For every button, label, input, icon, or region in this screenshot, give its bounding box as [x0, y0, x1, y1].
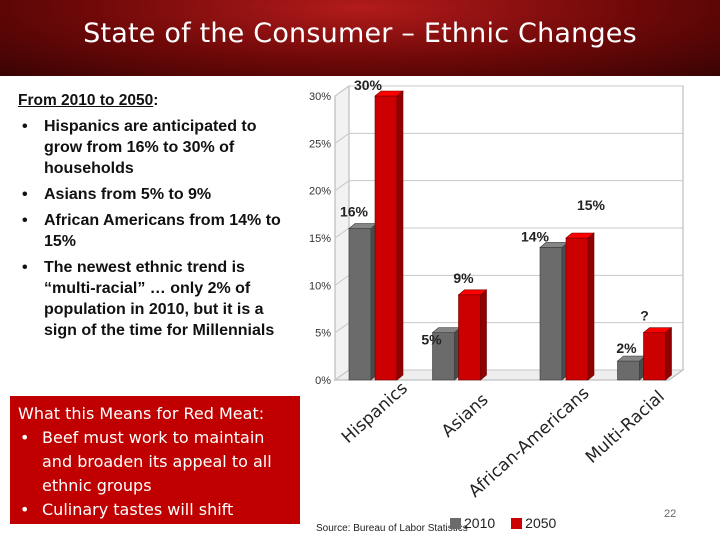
bar-hispanics-2050-side [396, 90, 404, 381]
bullet-african-americans: African Americans from 14% to 15% [14, 210, 298, 252]
legend-swatch-2010 [450, 517, 461, 529]
intro-line: From 2010 to 2050: [18, 92, 158, 110]
legend-item-2010: 2010 [450, 515, 495, 531]
gridline [334, 227, 683, 239]
bullet-multi-racial: The newest ethnic trend is “multi-racial… [14, 257, 298, 341]
y-tick-label: 10% [309, 280, 331, 292]
legend-label-2010: 2010 [464, 515, 496, 531]
callout-bullet-culinary: Culinary tastes will shift [18, 498, 292, 522]
data-label: 2% [616, 340, 637, 356]
bar-asians-2050-side [480, 289, 487, 381]
y-tick-label: 0% [315, 375, 331, 387]
red-meat-callout: What this Means for Red Meat: Beef must … [10, 396, 300, 524]
slide-title: State of the Consumer – Ethnic Changes [83, 18, 637, 49]
page-number: 22 [664, 508, 677, 520]
bullet-asians: Asians from 5% to 9% [14, 184, 298, 205]
bar-africanamericans-2050-side [587, 232, 595, 381]
legend-swatch-2050 [511, 517, 523, 529]
intro-colon: : [153, 92, 159, 109]
data-label: 30% [354, 77, 383, 93]
bar-hispanics-2010-front [348, 228, 372, 381]
bar-multiracial-2050-front [643, 332, 666, 381]
legend-label-2050: 2050 [525, 515, 557, 531]
category-label: Hispanics [338, 378, 412, 447]
gridline [334, 85, 683, 97]
callout-bullet-beef: Beef must work to maintain and broaden i… [18, 426, 292, 498]
y-tick-label: 15% [309, 233, 331, 245]
data-label: 14% [521, 228, 550, 244]
bar-africanamericans-2050-front [565, 237, 589, 381]
bar-multiracial-2010-front [617, 360, 640, 381]
bar-asians-2050-front [458, 294, 481, 381]
gridline [334, 132, 683, 144]
bar-multiracial-2050-side [665, 327, 672, 381]
data-label: 5% [421, 332, 442, 348]
callout-list: Beef must work to maintain and broaden i… [18, 426, 292, 522]
title-bar: State of the Consumer – Ethnic Changes [0, 0, 720, 76]
y-tick-label: 5% [315, 328, 331, 340]
intro-label: From 2010 to 2050 [18, 92, 154, 109]
gridline [334, 180, 683, 192]
y-tick-label: 20% [309, 186, 331, 198]
y-tick-label: 30% [309, 91, 331, 103]
bullet-hispanics: Hispanics are anticipated to grow from 1… [14, 116, 298, 179]
ethnic-chart: 0% 5% 10% 15% 20% 25% 30% 16% 30% 5% 9% 14% 15% 2%? Hi… [300, 66, 720, 540]
category-label: Multi-Racial [582, 387, 669, 468]
data-label: 16% [340, 204, 369, 220]
source-note: Source: Bureau of Labor Statistics [316, 523, 468, 534]
bar-africanamericans-2010-front [539, 247, 563, 381]
data-label: 9% [453, 270, 474, 286]
category-label: Asians [438, 390, 493, 442]
chart-legend: 2010 2050 [450, 515, 572, 531]
chart-svg: 0% 5% 10% 15% 20% 25% 30% 16% 30% 5% 9% 14% 15% 2%? Hi… [309, 77, 685, 502]
y-tick-label: 25% [309, 138, 331, 150]
data-label: 15% [577, 197, 606, 213]
data-label: ? [640, 308, 649, 324]
bar-hispanics-2050-front [374, 95, 398, 381]
legend-item-2050: 2050 [511, 515, 556, 531]
bullet-list: Hispanics are anticipated to grow from 1… [14, 116, 298, 346]
callout-heading: What this Means for Red Meat: [18, 404, 265, 423]
